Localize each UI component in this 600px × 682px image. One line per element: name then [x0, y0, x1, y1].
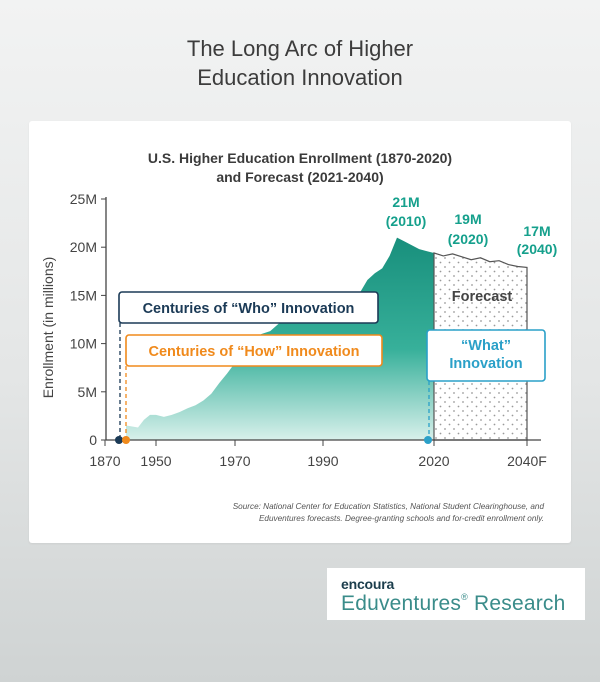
- page-title: The Long Arc of Higher Education Innovat…: [0, 34, 600, 92]
- x-tick-label: 1970: [219, 453, 250, 469]
- y-tick-label: 5M: [78, 384, 97, 400]
- logo-encoura: encoura: [341, 576, 395, 592]
- eduventures-logo: encoura Eduventures® Research: [327, 568, 585, 620]
- how-start-dot: [122, 436, 130, 444]
- enrollment-chart: 0 5M 10M 15M 20M 25M 1870 1950 1970 1990 2020 2040F…: [40, 191, 557, 469]
- data-label-year: (2010): [386, 213, 426, 229]
- chart-title-line-2: and Forecast (2021-2040): [216, 169, 384, 185]
- logo-product-name: Eduventures: [341, 592, 462, 615]
- who-start-dot: [115, 436, 123, 444]
- source-line-1: Source: National Center for Education St…: [232, 502, 544, 511]
- what-innovation-label-1: “What”: [461, 338, 511, 354]
- x-tick-label: 1870: [89, 453, 120, 469]
- how-innovation-label: Centuries of “How” Innovation: [148, 344, 359, 360]
- chart-title: U.S. Higher Education Enrollment (1870-2…: [29, 149, 571, 187]
- y-tick-label: 20M: [70, 239, 97, 255]
- source-line-2: Eduventures forecasts. Degree-granting s…: [258, 514, 544, 523]
- source-note: Source: National Center for Education St…: [104, 501, 544, 525]
- chart-card: U.S. Higher Education Enrollment (1870-2…: [29, 121, 571, 543]
- who-innovation-box: [118, 291, 379, 324]
- x-tick-label: 2040F: [507, 453, 547, 469]
- x-tick-label: 1990: [307, 453, 338, 469]
- page-title-line-1: The Long Arc of Higher: [186, 36, 414, 61]
- forecast-label: Forecast: [452, 289, 513, 305]
- chart-title-line-1: U.S. Higher Education Enrollment (1870-2…: [147, 150, 453, 166]
- axis-layer: 0 5M 10M 15M 20M 25M 1870 1950 1970 1990 2020 2040F…: [40, 191, 547, 469]
- y-tick-label: 25M: [70, 191, 97, 207]
- what-innovation-label-2: Innovation: [449, 356, 522, 372]
- data-label-year: (2040): [517, 241, 557, 257]
- how-innovation-box: [125, 334, 383, 367]
- who-innovation-label: Centuries of “Who” Innovation: [143, 301, 355, 317]
- data-label-layer: 21M (2010) 19M (2020) 17M (2040): [386, 194, 557, 257]
- logo-product: Eduventures® Research: [341, 592, 566, 615]
- x-tick-label: 2020: [418, 453, 449, 469]
- x-tick-label: 1950: [140, 453, 171, 469]
- what-innovation-box: [426, 329, 546, 382]
- what-start-dot: [424, 436, 432, 444]
- logo-product-suffix: Research: [474, 592, 566, 615]
- y-tick-label: 10M: [70, 336, 97, 352]
- y-tick-label: 15M: [70, 287, 97, 303]
- annotation-layer: Centuries of “Who” Innovation Centuries o…: [115, 289, 546, 444]
- data-label-value: 19M: [454, 211, 481, 227]
- data-label-year: (2020): [448, 231, 488, 247]
- data-label-value: 21M: [392, 194, 419, 210]
- y-axis-title: Enrollment (in millions): [40, 257, 56, 399]
- page-title-line-2: Education Innovation: [197, 65, 403, 90]
- data-label-value: 17M: [523, 223, 550, 239]
- y-tick-label: 0: [89, 432, 97, 448]
